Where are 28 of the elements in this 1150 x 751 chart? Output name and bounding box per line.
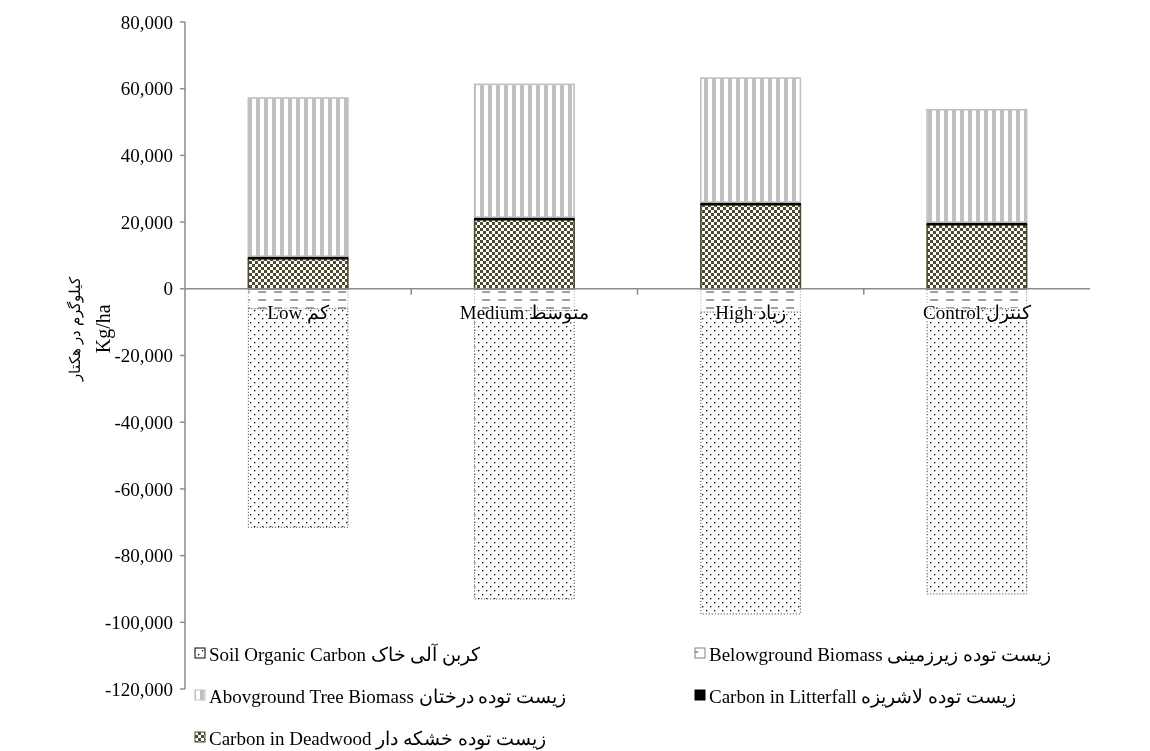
y-tick-label: -60,000 [114,478,173,500]
bar [926,108,1028,223]
legend-label: Belowground Biomass زیست توده زیرزمینی [709,643,1051,666]
x-tick-label: High زیاد [715,301,786,324]
bar [247,97,349,257]
y-tick-label: -20,000 [114,345,173,367]
bar [473,218,575,290]
bar [926,223,1028,290]
bar [700,203,802,290]
legend-label: Carbon in Deadwood زیست توده خشکه دار [209,727,546,750]
y-tick-label: -80,000 [114,545,173,567]
bar [700,77,802,203]
legend-label: Abovground Tree Biomass زیست توده درختان [209,685,567,708]
y-tick-label: -100,000 [104,611,173,633]
y-tick-label: 0 [163,278,173,300]
y-tick-label: 80,000 [120,11,173,33]
bar [473,83,575,218]
x-tick-label: Control کنترل [922,301,1032,324]
y-tick-label: -40,000 [114,411,173,433]
bar [247,257,349,290]
legend-label: Soil Organic Carbon کربن آلی خاک [209,642,482,666]
legend-label: Carbon in Litterfall زیست توده لاشریزه [709,685,1016,708]
x-tick-label: Low کم [267,301,330,324]
x-tick-label: Medium متوسط [459,301,589,324]
y-tick-label: -120,000 [104,678,173,700]
y-tick-label: 60,000 [120,78,173,100]
y-tick-label: 40,000 [120,145,173,167]
y-tick-label: 20,000 [120,211,173,233]
